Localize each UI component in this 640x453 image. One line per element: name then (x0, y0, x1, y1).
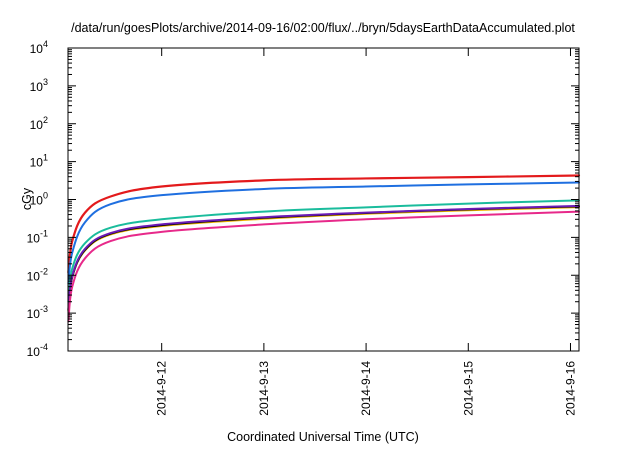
x-tick-label: 2014-9-16 (563, 361, 577, 416)
x-tick-label: 2014-9-13 (257, 361, 271, 416)
y-tick-label: 10-2 (27, 266, 48, 283)
y-tick-base: 10 (27, 269, 41, 283)
series-layer (67, 174, 581, 323)
y-tick-base: 10 (30, 156, 44, 170)
y-tick-exponent: -1 (40, 228, 48, 238)
series-line-3 (67, 199, 580, 303)
y-tick-label: 103 (30, 77, 48, 94)
y-tick-exponent: 3 (43, 77, 48, 87)
y-tick-exponent: -3 (40, 304, 48, 314)
y-tick-base: 10 (27, 345, 41, 359)
y-tick-base: 10 (30, 194, 44, 208)
y-tick-label: 101 (30, 153, 48, 170)
x-tick-label: 2014-9-15 (461, 361, 475, 416)
x-tick-label: 2014-9-14 (359, 361, 373, 416)
y-tick-exponent: -2 (40, 266, 48, 276)
y-tick-exponent: 0 (43, 191, 48, 201)
y-tick-label: 10-3 (27, 304, 48, 321)
chart-title: /data/run/goesPlots/archive/2014-09-16/0… (71, 21, 575, 35)
y-tick-label: 10-1 (27, 228, 48, 245)
axes-layer: 10-410-310-210-11001011021031042014-9-12… (27, 39, 579, 416)
y-tick-base: 10 (27, 231, 41, 245)
x-tick-label: 2014-9-12 (155, 361, 169, 416)
y-tick-label: 100 (30, 191, 48, 208)
y-tick-exponent: 2 (43, 115, 48, 125)
y-tick-label: 10-4 (27, 342, 48, 359)
series-line-7 (67, 210, 580, 323)
y-tick-exponent: -4 (40, 342, 48, 352)
y-tick-exponent: 1 (43, 153, 48, 163)
x-axis-label: Coordinated Universal Time (UTC) (227, 430, 419, 444)
plot-frame (67, 47, 580, 352)
y-tick-base: 10 (30, 80, 44, 94)
y-tick-label: 104 (30, 39, 48, 56)
y-axis-label: cGy (20, 187, 34, 210)
y-tick-base: 10 (30, 42, 44, 56)
series-line-2 (67, 181, 580, 285)
y-tick-exponent: 4 (43, 39, 48, 49)
y-tick-base: 10 (27, 307, 41, 321)
y-tick-label: 102 (30, 115, 48, 132)
y-tick-base: 10 (30, 118, 44, 132)
series-line-1 (67, 174, 581, 274)
series-line-4 (67, 206, 580, 312)
series-line-6 (67, 204, 580, 310)
